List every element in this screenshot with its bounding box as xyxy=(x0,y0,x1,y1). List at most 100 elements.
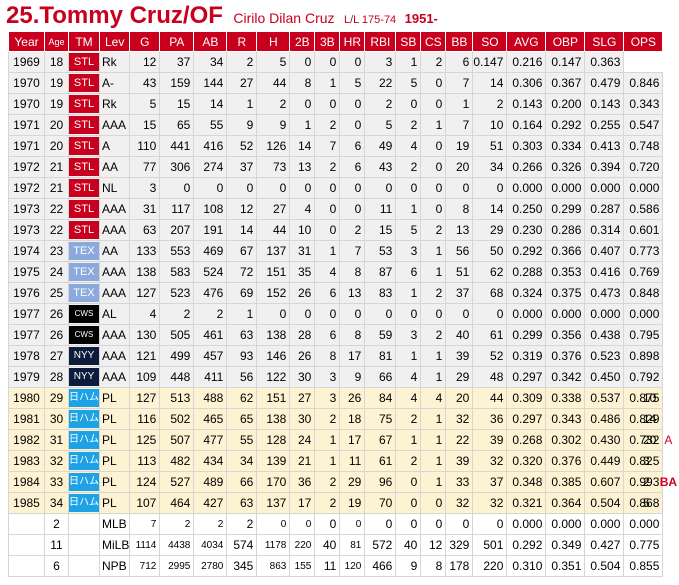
stat-cell: 127 xyxy=(129,387,161,409)
stat-cell: 0.250 xyxy=(506,198,547,220)
stat-cell: 0.523 xyxy=(584,345,625,367)
stat-cell: 0.286 xyxy=(545,219,586,241)
stat-cell: 28 xyxy=(289,324,316,346)
stat-cell: 0.338 xyxy=(545,387,586,409)
stat-cell: 0 xyxy=(395,93,422,115)
column-header[interactable]: AVG xyxy=(506,31,547,52)
stat-cell: 0.376 xyxy=(545,450,586,472)
season-row: 1983 32 日ハム PL 113 482 434 34 139 21 1 11 61 2 1 39 32 0.… xyxy=(8,450,664,472)
column-header[interactable]: 2B xyxy=(289,31,316,52)
stat-cell: 0.255 xyxy=(584,114,625,136)
column-header[interactable]: RBI xyxy=(364,31,397,52)
stat-cell: 1975 xyxy=(8,261,45,283)
stat-cell: 1 xyxy=(445,93,474,115)
stat-cell: 2 xyxy=(420,282,447,304)
column-header[interactable]: H xyxy=(256,31,291,52)
award-rank: 10 xyxy=(643,391,657,405)
stat-cell: 0 xyxy=(289,303,316,325)
stat-cell: 0 xyxy=(445,303,474,325)
stat-cell: 0.321 xyxy=(506,492,547,514)
stat-cell: A xyxy=(98,135,131,157)
stat-cell: 65 xyxy=(226,408,258,430)
stat-cell: PL xyxy=(98,450,131,472)
column-header[interactable]: G xyxy=(129,31,161,52)
stat-cell: 477 xyxy=(193,429,228,451)
column-header[interactable]: R xyxy=(226,31,258,52)
stat-cell: 1972 xyxy=(8,177,45,199)
stat-cell: 4 xyxy=(395,366,422,388)
column-header[interactable]: OBP xyxy=(545,31,586,52)
season-row: 1974 23 TEX AA 133 553 469 67 137 31 1 7 53 3 1 56 50 0.2… xyxy=(8,240,664,262)
stat-cell: 178 xyxy=(445,555,474,577)
column-header[interactable]: SB xyxy=(395,31,422,52)
column-header[interactable]: TM xyxy=(68,31,100,52)
stat-cell: 0.000 xyxy=(506,303,547,325)
stat-cell: 62 xyxy=(226,387,258,409)
column-header[interactable]: 3B xyxy=(314,31,341,52)
stat-cell: 8 xyxy=(339,261,366,283)
stat-cell: 0.486 xyxy=(584,408,625,430)
stat-cell: 482 xyxy=(159,450,195,472)
team-label: TEX xyxy=(69,263,99,281)
season-row: 1975 24 TEX AAA 138 583 524 72 151 35 4 8 87 6 1 51 62 0.… xyxy=(8,261,664,283)
stat-cell: 152 xyxy=(256,282,291,304)
stat-cell: 26 xyxy=(289,345,316,367)
stat-cell: 70 xyxy=(364,492,397,514)
stat-cell: 4034 xyxy=(193,534,228,556)
column-header[interactable]: SLG xyxy=(584,31,625,52)
season-row: 1976 25 TEX AAA 127 523 476 69 152 26 6 13 83 1 2 37 68 0… xyxy=(8,282,664,304)
column-header[interactable]: OPS xyxy=(623,31,664,52)
team-label xyxy=(70,515,99,533)
stat-cell: 1974 xyxy=(8,240,45,262)
team-badge: NYY xyxy=(68,345,100,367)
stat-cell: 116 xyxy=(129,408,161,430)
stat-cell: 26 xyxy=(44,324,69,346)
stat-cell: 0.000 xyxy=(623,177,664,199)
stat-cell: 31 xyxy=(289,240,316,262)
stat-cell: 1 xyxy=(420,114,447,136)
stat-cell: 0 xyxy=(395,177,422,199)
stat-cell: 0.334 xyxy=(545,135,586,157)
stat-cell: 0.303 xyxy=(506,135,547,157)
stat-cell: 1969 xyxy=(8,51,45,73)
totals-row: 6 NPB 712 2995 2780 345 863 155 11 120 466 9 8 178 220… xyxy=(8,555,664,577)
stat-cell: 1 xyxy=(395,282,422,304)
stat-cell: 0 xyxy=(159,177,195,199)
column-header[interactable]: AB xyxy=(193,31,228,52)
stat-cell: 14 xyxy=(193,93,228,115)
column-header[interactable]: BB xyxy=(445,31,474,52)
column-header[interactable]: Lev xyxy=(98,31,131,52)
stat-cell: 553 xyxy=(159,240,195,262)
stat-cell: 170 xyxy=(256,471,291,493)
column-header[interactable]: Year xyxy=(8,31,45,52)
column-header[interactable]: HR xyxy=(339,31,366,52)
stat-cell: 6 xyxy=(314,282,341,304)
stat-cell: 207 xyxy=(159,219,195,241)
stat-cell: 2 xyxy=(420,51,447,73)
column-header[interactable]: CS xyxy=(420,31,447,52)
stat-cell: 0.320 xyxy=(506,450,547,472)
stat-cell: 465 xyxy=(193,408,228,430)
stat-cell: 345 xyxy=(226,555,258,577)
stat-cell: 0 xyxy=(364,513,397,535)
stat-cell: 4 xyxy=(129,303,161,325)
column-header[interactable]: PA xyxy=(159,31,195,52)
season-row: 1972 21 STL AA 77 306 274 37 73 13 2 6 43 2 0 20 34 0.266… xyxy=(8,156,664,178)
stat-cell: 1 xyxy=(395,429,422,451)
stat-cell: 144 xyxy=(193,72,228,94)
column-header[interactable]: Age xyxy=(44,31,69,52)
award-rank: 3 xyxy=(643,454,650,468)
stat-cell: 2 xyxy=(395,450,422,472)
stat-cell: 59 xyxy=(364,324,397,346)
stat-cell: 72 xyxy=(226,261,258,283)
stat-cell: 29 xyxy=(339,471,366,493)
season-row: 1985 34 日ハム PL 107 464 427 63 137 17 2 19 70 0 0 32 32 0.… xyxy=(8,492,664,514)
stat-cell: 4 xyxy=(395,387,422,409)
stat-cell: 8 xyxy=(420,555,447,577)
column-header[interactable]: SO xyxy=(472,31,508,52)
stat-cell: 0.385 xyxy=(545,471,586,493)
stat-cell: 0.601 xyxy=(623,219,664,241)
stat-cell: 0.326 xyxy=(545,156,586,178)
stat-cell: 137 xyxy=(256,492,291,514)
team-badge: TEX xyxy=(68,282,100,304)
